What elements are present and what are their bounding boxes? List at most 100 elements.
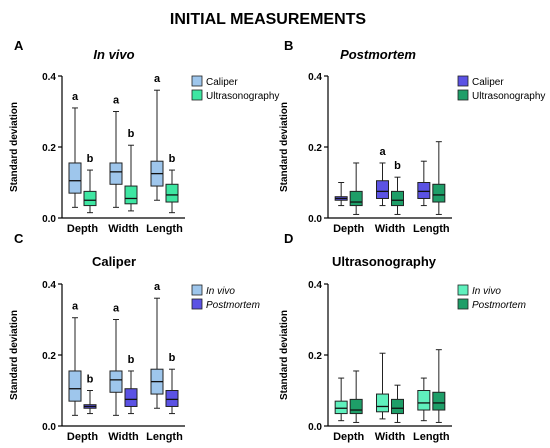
y-tick-label: 0.4 — [308, 72, 322, 83]
legend-swatch — [457, 298, 469, 310]
box-body — [109, 162, 123, 185]
box-in-vivo-length: a — [150, 281, 164, 409]
legend-swatch — [457, 284, 469, 296]
box-body — [391, 190, 404, 207]
box-body — [376, 180, 389, 199]
y-axis-label: Standard deviation — [9, 102, 20, 192]
y-tick-label: 0.2 — [42, 143, 56, 154]
legend-swatch — [191, 75, 203, 87]
panel-b: B Postmortem 0.0 0.2 0.4 Standard deviation De… — [279, 38, 545, 235]
box-body — [68, 162, 82, 194]
box-caliper-width: a — [109, 95, 123, 208]
panels-group: A In vivo 0.0 0.2 0.4 Standard deviation Depth… — [9, 38, 545, 443]
y-tick-label: 0.4 — [42, 72, 56, 83]
legend-swatch — [191, 298, 203, 310]
box-body — [165, 390, 179, 407]
significance-label: a — [113, 303, 120, 315]
significance-label: b — [87, 374, 94, 386]
significance-label: a — [379, 146, 386, 158]
legend-label: Postmortem — [206, 300, 260, 311]
box-body — [432, 183, 446, 203]
box-in-vivo-depth — [334, 377, 348, 422]
box-ultrasonography-width: b — [391, 160, 404, 215]
significance-label: b — [169, 352, 176, 364]
box-body — [349, 398, 363, 415]
x-tick-label: Depth — [67, 431, 98, 443]
x-tick-label: Depth — [333, 431, 364, 443]
panel-title: Postmortem — [340, 47, 416, 62]
significance-label: a — [72, 91, 79, 103]
x-tick-label: Length — [413, 431, 450, 443]
box-body — [376, 393, 389, 413]
x-tick-label: Depth — [333, 223, 364, 235]
box-caliper-length — [417, 160, 431, 207]
significance-label: b — [394, 160, 401, 172]
box-in-vivo-length — [417, 377, 431, 422]
panel-title: In vivo — [93, 47, 134, 62]
panel-title: Ultrasonography — [332, 254, 437, 269]
panel-letter: D — [284, 231, 293, 246]
legend-swatch — [457, 89, 469, 101]
box-body — [68, 370, 82, 402]
box-body — [124, 185, 138, 205]
box-postmortem-width — [391, 384, 404, 423]
y-tick-label: 0.0 — [308, 422, 322, 433]
y-axis-label: Standard deviation — [9, 310, 20, 400]
y-axis-label: Standard deviation — [279, 102, 290, 192]
panel-a: A In vivo 0.0 0.2 0.4 Standard deviation Depth… — [9, 38, 279, 235]
box-body — [391, 398, 404, 415]
panel-letter: A — [14, 38, 24, 53]
box-ultrasonography-length — [432, 141, 446, 215]
box-postmortem-depth — [349, 370, 363, 423]
box-in-vivo-depth: a — [68, 301, 82, 416]
box-ultrasonography-length: b — [165, 153, 179, 214]
legend-label: In vivo — [472, 286, 501, 297]
box-body — [165, 183, 179, 203]
legend-swatch — [457, 75, 469, 87]
box-postmortem-width: b — [124, 354, 138, 415]
y-tick-label: 0.4 — [42, 280, 56, 291]
significance-label: a — [72, 301, 79, 313]
x-tick-label: Width — [375, 431, 406, 443]
panel-letter: B — [284, 38, 293, 53]
x-tick-label: Depth — [67, 223, 98, 235]
y-tick-label: 0.0 — [308, 214, 322, 225]
box-postmortem-length: b — [165, 352, 179, 415]
y-axis-label: Standard deviation — [279, 310, 290, 400]
significance-label: a — [154, 281, 161, 293]
panel-letter: C — [14, 231, 24, 246]
box-caliper-length: a — [150, 73, 164, 201]
box-body — [432, 391, 446, 411]
legend-label: Ultrasonography — [472, 91, 545, 102]
box-postmortem-depth: b — [83, 374, 97, 415]
x-tick-label: Length — [146, 223, 183, 235]
box-ultrasonography-depth: b — [83, 153, 97, 214]
figure-title: INITIAL MEASUREMENTS — [170, 11, 366, 28]
legend-swatch — [191, 89, 203, 101]
box-ultrasonography-width: b — [124, 128, 138, 212]
legend-label: Caliper — [472, 77, 504, 88]
legend-swatch — [191, 284, 203, 296]
box-body — [417, 182, 431, 199]
box-in-vivo-width — [376, 352, 389, 420]
panel-title: Caliper — [92, 254, 136, 269]
box-caliper-depth — [334, 182, 348, 207]
y-tick-label: 0.2 — [308, 143, 322, 154]
panel-c: C Caliper 0.0 0.2 0.4 Standard deviation Depth… — [9, 231, 260, 443]
significance-label: b — [128, 354, 135, 366]
box-caliper-depth: a — [68, 91, 82, 208]
box-body — [334, 400, 348, 415]
y-tick-label: 0.4 — [308, 280, 322, 291]
panel-d: D Ultrasonography 0.0 0.2 0.4 Standard deviat… — [279, 231, 526, 443]
y-tick-label: 0.0 — [42, 214, 56, 225]
box-body — [417, 390, 431, 411]
significance-label: a — [154, 73, 161, 85]
x-tick-label: Width — [108, 431, 139, 443]
box-caliper-width: a — [376, 146, 389, 207]
box-body — [124, 388, 138, 407]
legend-label: Caliper — [206, 77, 238, 88]
box-body — [349, 190, 363, 207]
legend-label: Postmortem — [472, 300, 526, 311]
box-postmortem-length — [432, 349, 446, 423]
